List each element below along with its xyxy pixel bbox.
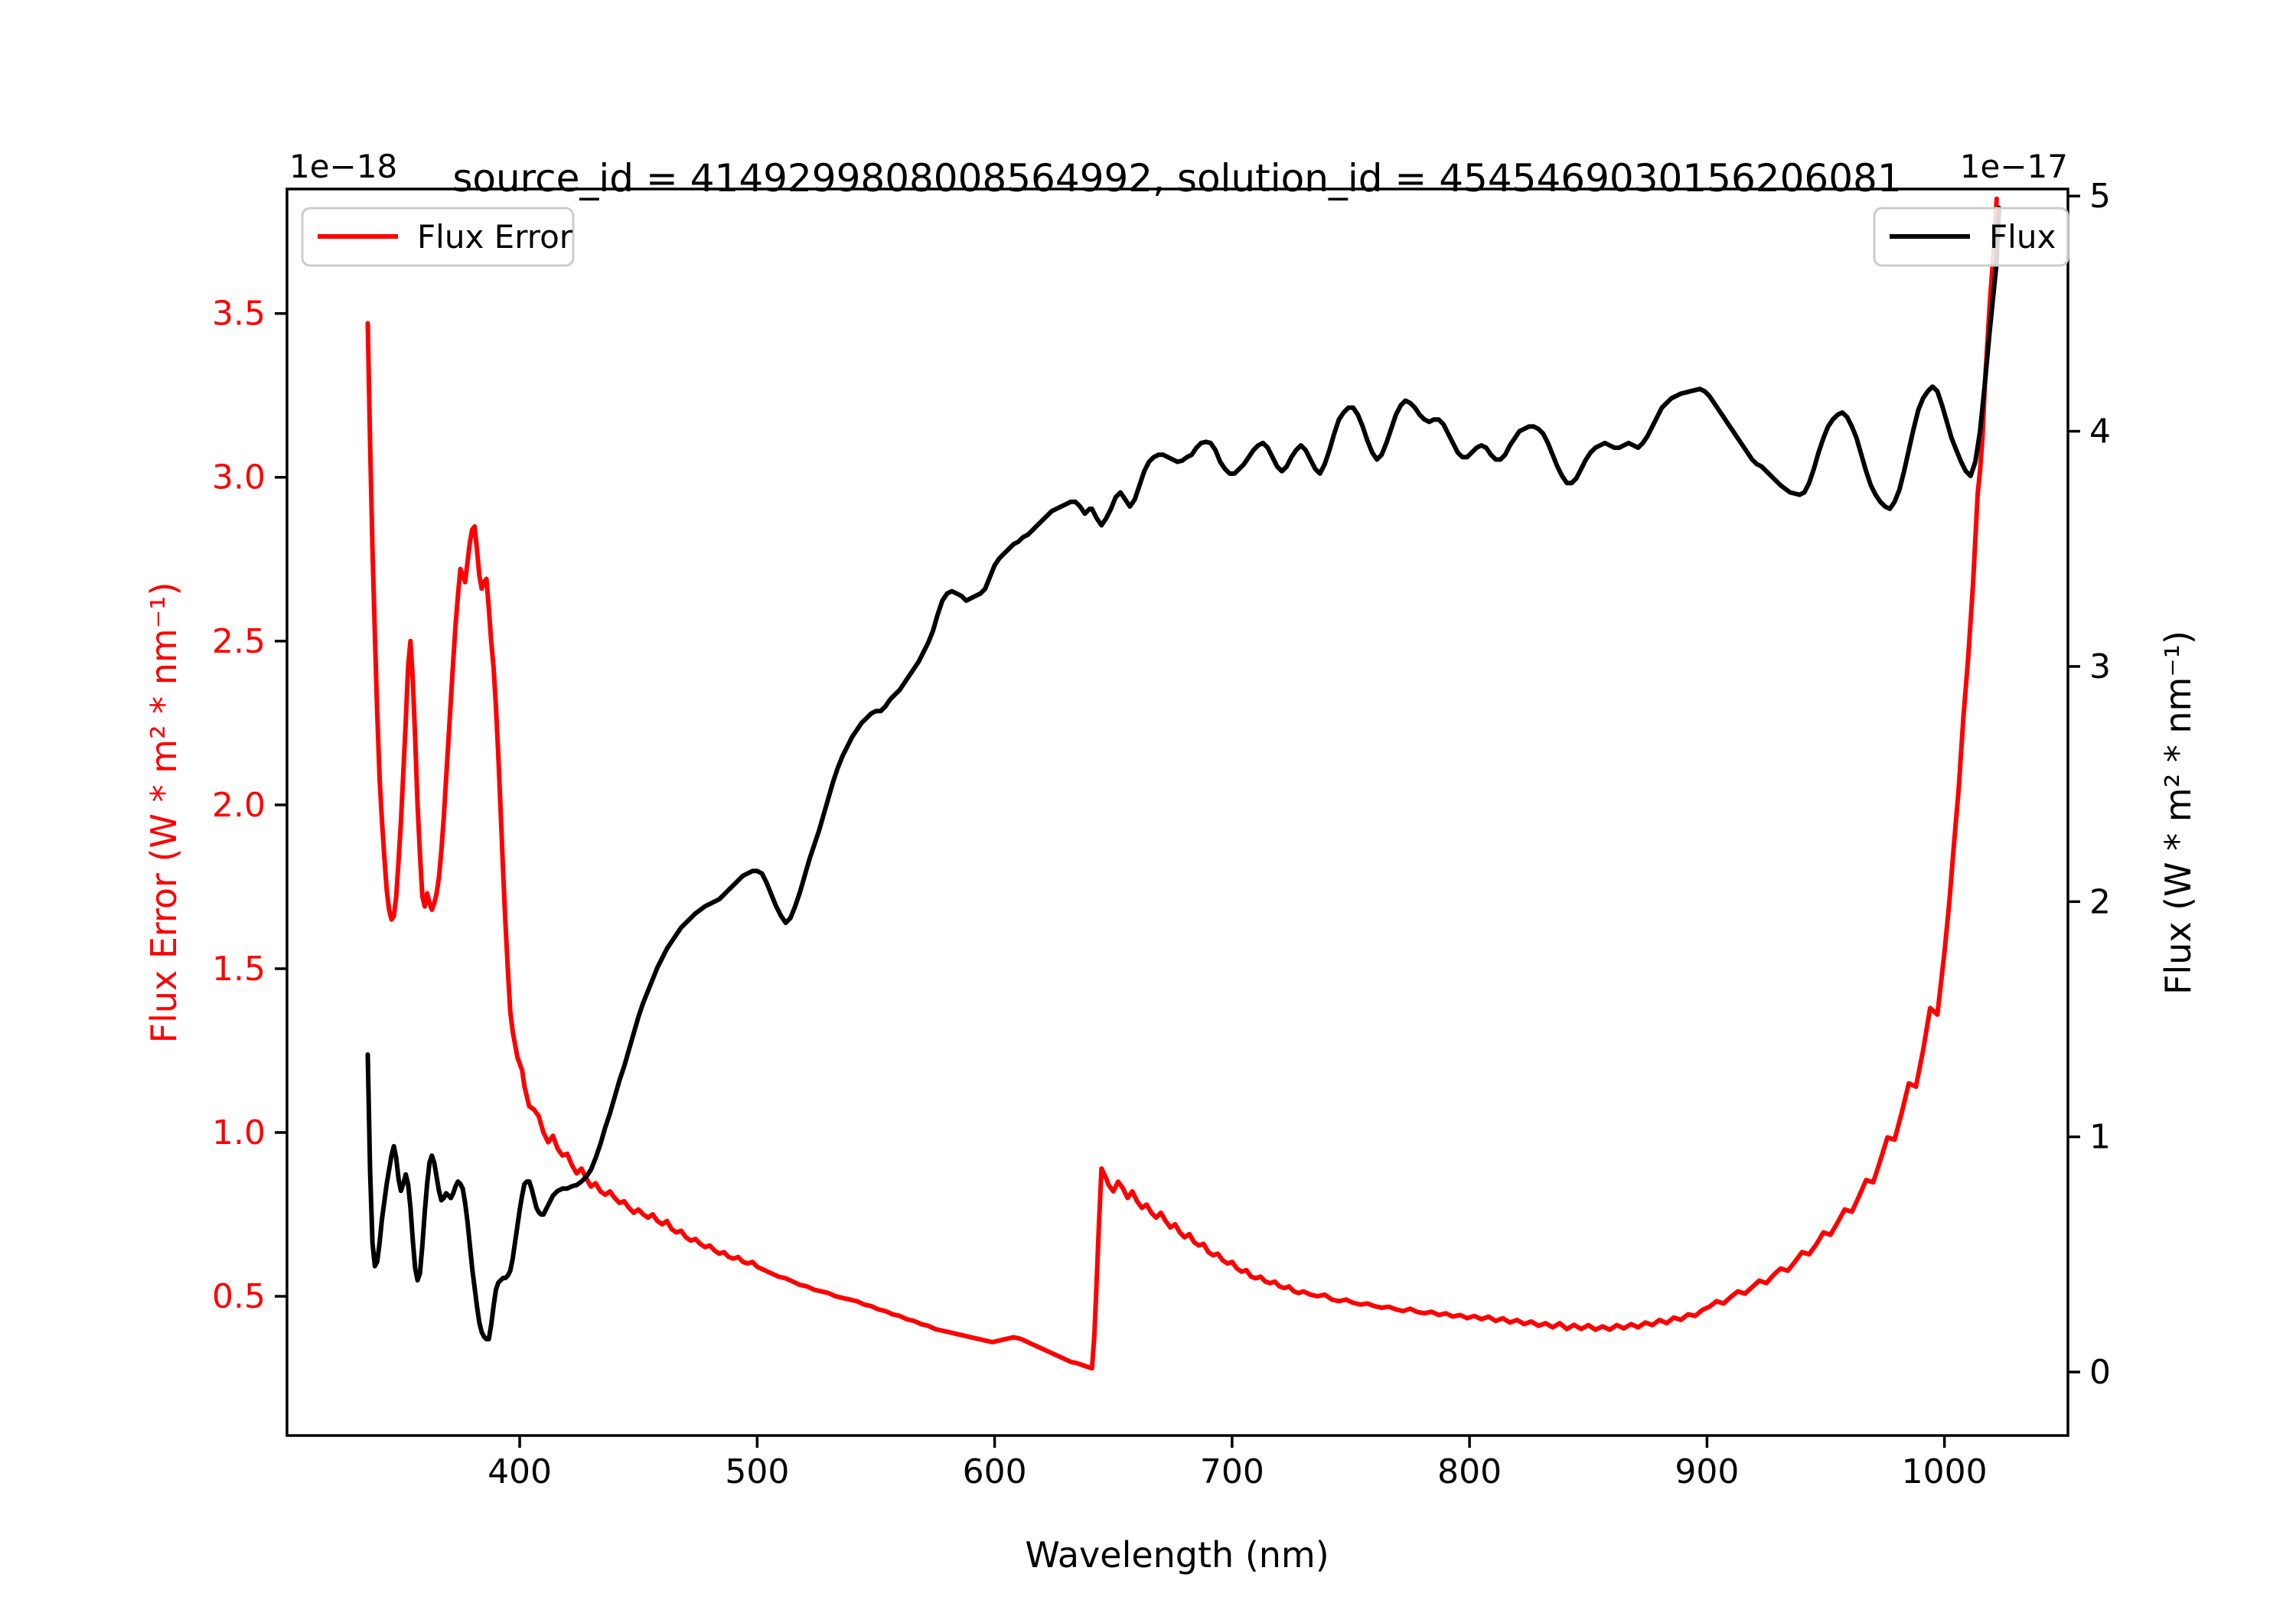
- axes-spines: [285, 187, 2069, 1437]
- y-left-tick-label: 0.5: [212, 1277, 266, 1316]
- y-left-tick-label: 1.0: [212, 1113, 266, 1152]
- y-right-tick-label: 4: [2089, 412, 2111, 451]
- y-left-tick-label: 2.0: [212, 786, 266, 825]
- y-left-tick-label: 3.0: [212, 458, 266, 497]
- x-tick-label: 900: [1675, 1452, 1739, 1491]
- legend-flux-label: Flux: [1989, 218, 2056, 256]
- chart-title: source_id = 4149299808008564992, solutio…: [452, 156, 1901, 200]
- y-right-tick-label: 5: [2089, 177, 2111, 216]
- legend-flux: Flux: [1873, 207, 2069, 267]
- y-axis-left: 0.5 1.0 1.5 2.0 2.5 3.0 3.5: [212, 295, 287, 1316]
- flux-series: [365, 205, 2001, 1341]
- flux-error-series: [365, 196, 1999, 1371]
- x-tick-label: 600: [963, 1452, 1027, 1491]
- y-left-tick-label: 3.5: [212, 295, 266, 334]
- y-right-tick-label: 1: [2089, 1118, 2111, 1157]
- left-axis-offset-label: 1e−18: [289, 148, 397, 185]
- y-axis-left-label: Flux Error (W * m² * nm⁻¹): [143, 582, 184, 1044]
- y-right-tick-label: 0: [2089, 1353, 2111, 1392]
- plot-area: [365, 196, 2001, 1371]
- y-left-tick-label: 2.5: [212, 622, 266, 661]
- legend-flux-box: [1873, 207, 2069, 267]
- legend-flux-error: Flux Error: [301, 207, 575, 267]
- legend-flux-error-box: [301, 207, 575, 267]
- y-axis-right: 0 1 2 3 4 5: [2068, 177, 2111, 1392]
- y-right-tick-label: 2: [2089, 882, 2111, 921]
- x-tick-label: 1000: [1902, 1452, 1988, 1491]
- x-axis-label: Wavelength (nm): [1025, 1534, 1329, 1576]
- y-left-tick-label: 1.5: [212, 950, 266, 989]
- x-tick-label: 500: [725, 1452, 789, 1491]
- x-axis: 400 500 600 700 800 900 1000: [488, 1436, 1988, 1491]
- legend-flux-error-label: Flux Error: [417, 218, 573, 256]
- y-axis-right-label: Flux (W * m² * nm⁻¹): [2157, 631, 2199, 995]
- x-tick-label: 700: [1200, 1452, 1264, 1491]
- right-axis-offset-label: 1e−17: [1960, 148, 2068, 185]
- y-right-tick-label: 3: [2089, 647, 2111, 686]
- x-tick-label: 400: [488, 1452, 552, 1491]
- x-tick-label: 800: [1437, 1452, 1502, 1491]
